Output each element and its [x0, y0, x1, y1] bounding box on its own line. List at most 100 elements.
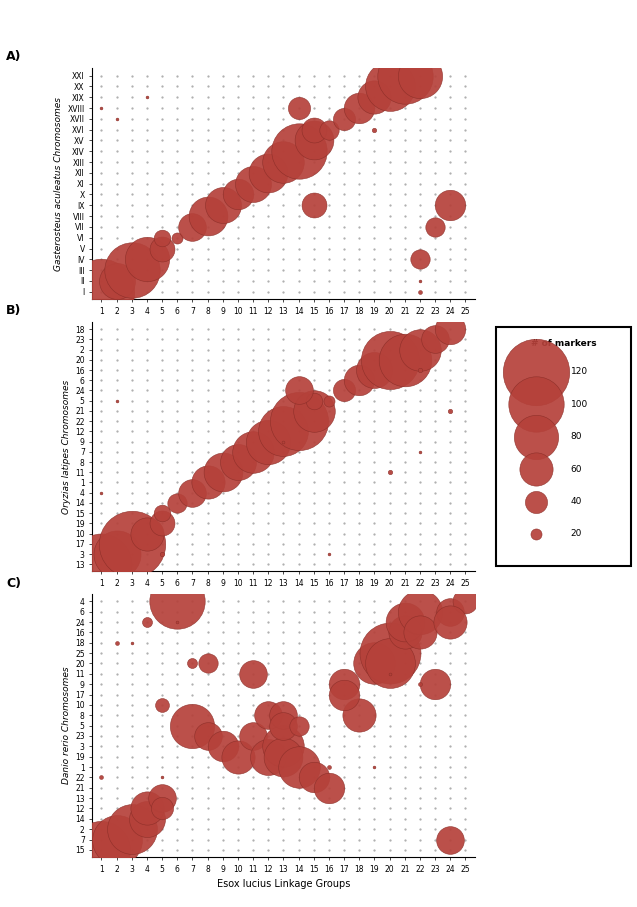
- Point: [385, 79, 395, 93]
- Point: [445, 198, 455, 212]
- Text: B): B): [6, 305, 22, 317]
- Point: [309, 770, 319, 785]
- Text: 20: 20: [571, 530, 582, 539]
- Point: [339, 688, 349, 702]
- Point: [415, 274, 425, 288]
- Point: [172, 230, 182, 245]
- Point: [187, 656, 197, 670]
- Point: [415, 677, 425, 691]
- Point: [218, 739, 228, 754]
- Point: [248, 667, 258, 681]
- Point: [294, 760, 304, 775]
- Point: [324, 760, 334, 775]
- Point: [203, 475, 213, 490]
- Point: [157, 241, 168, 256]
- Y-axis label: Oryzias latipes Chromosomes: Oryzias latipes Chromosomes: [62, 379, 71, 514]
- Point: [172, 495, 182, 510]
- Point: [96, 285, 106, 299]
- Point: [324, 547, 334, 561]
- Point: [157, 230, 168, 245]
- Point: [369, 760, 380, 775]
- Point: [309, 133, 319, 148]
- Point: [157, 516, 168, 531]
- Point: [461, 594, 471, 609]
- Point: [430, 219, 440, 234]
- Point: [187, 718, 197, 733]
- Point: [415, 625, 425, 639]
- Point: [324, 781, 334, 795]
- Point: [263, 434, 273, 449]
- Point: [111, 547, 122, 561]
- Point: [309, 198, 319, 212]
- Point: [96, 485, 106, 500]
- Y-axis label: Danio rerio Chromosomes: Danio rerio Chromosomes: [62, 667, 71, 785]
- Point: [415, 342, 425, 356]
- Point: [278, 749, 289, 764]
- Point: [96, 557, 106, 571]
- Point: [278, 424, 289, 439]
- Text: 40: 40: [571, 497, 582, 506]
- Point: [278, 434, 289, 449]
- Point: [385, 667, 395, 681]
- Point: [111, 394, 122, 408]
- Point: [203, 656, 213, 670]
- Point: [278, 739, 289, 754]
- Point: [96, 843, 106, 857]
- Point: [157, 506, 168, 521]
- Text: 60: 60: [571, 464, 582, 473]
- Point: [278, 155, 289, 170]
- Point: [157, 697, 168, 712]
- Point: [415, 444, 425, 459]
- Point: [385, 656, 395, 670]
- Point: [385, 646, 395, 660]
- Point: [415, 252, 425, 267]
- Point: [531, 527, 541, 541]
- Text: C): C): [6, 577, 22, 590]
- Point: [142, 801, 152, 815]
- Point: [157, 770, 168, 785]
- Point: [248, 444, 258, 459]
- Text: A): A): [6, 51, 22, 63]
- Point: [218, 465, 228, 480]
- Point: [157, 801, 168, 815]
- Point: [263, 749, 273, 764]
- Point: [96, 101, 106, 115]
- Text: 120: 120: [571, 367, 588, 376]
- Point: [142, 812, 152, 826]
- Point: [415, 604, 425, 619]
- Point: [445, 833, 455, 847]
- Point: [339, 384, 349, 398]
- Point: [142, 252, 152, 267]
- Point: [445, 404, 455, 418]
- Point: [430, 332, 440, 346]
- Point: [142, 526, 152, 541]
- Point: [324, 122, 334, 137]
- Point: [369, 122, 380, 137]
- Text: 100: 100: [571, 400, 588, 409]
- Point: [127, 537, 137, 551]
- Point: [127, 636, 137, 650]
- Point: [278, 708, 289, 723]
- Point: [294, 718, 304, 733]
- Point: [172, 594, 182, 609]
- Point: [142, 615, 152, 629]
- Point: [354, 101, 364, 115]
- Point: [339, 112, 349, 126]
- Point: [157, 547, 168, 561]
- Point: [203, 209, 213, 223]
- Point: [187, 485, 197, 500]
- Point: [294, 384, 304, 398]
- Point: [385, 465, 395, 480]
- Point: [294, 101, 304, 115]
- Text: # of markers: # of markers: [531, 339, 597, 348]
- Point: [531, 397, 541, 412]
- Point: [415, 68, 425, 83]
- Point: [294, 144, 304, 159]
- Point: [263, 708, 273, 723]
- Point: [531, 430, 541, 444]
- Point: [172, 615, 182, 629]
- Point: [233, 749, 243, 764]
- Point: [531, 494, 541, 509]
- Y-axis label: Gasterosteus aculeatus Chromosomes: Gasterosteus aculeatus Chromosomes: [54, 97, 63, 270]
- Point: [399, 615, 410, 629]
